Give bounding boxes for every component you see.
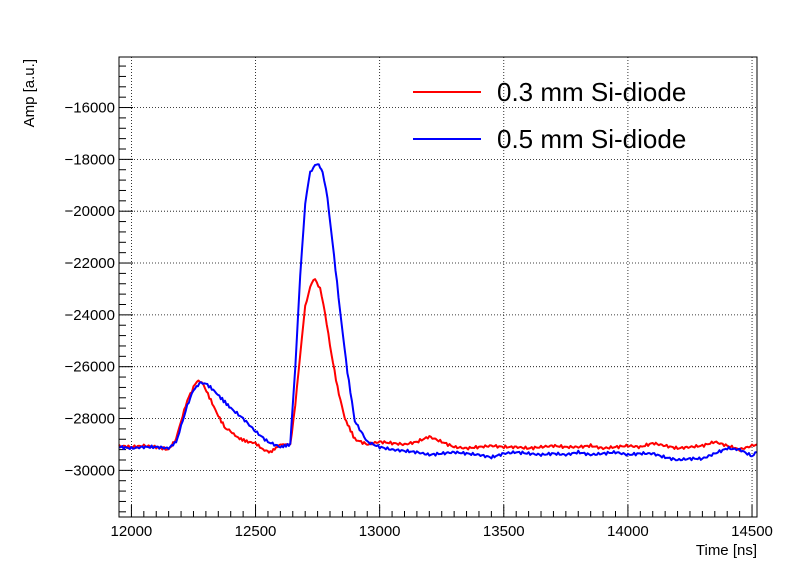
y-tick-label: −26000 [65, 359, 115, 376]
x-tick-label: 13000 [359, 523, 401, 540]
x-axis-label: Time [ns] [696, 542, 757, 559]
x-tick-label: 14000 [607, 523, 649, 540]
legend: 0.3 mm Si-diode 0.5 mm Si-diode [413, 77, 686, 154]
y-tick-label: −28000 [65, 411, 115, 428]
y-tick-label: −24000 [65, 307, 115, 324]
legend-label-0-5-mm-si-diode: 0.5 mm Si-diode [497, 124, 686, 154]
plot-frame [118, 56, 758, 518]
grid [119, 57, 757, 517]
tick-labels: 12000 12500 13000 13500 14000 14500 −30000 −280… [65, 100, 773, 540]
y-tick-label: −22000 [65, 255, 115, 272]
series-line-0-5-mm-si-diode [118, 163, 757, 462]
y-tick-label: −18000 [65, 151, 115, 168]
series-line-0-3-mm-si-diode [118, 278, 758, 454]
x-tick-label: 12500 [235, 523, 277, 540]
y-tick-label: −30000 [65, 462, 115, 479]
series-layer [118, 163, 758, 462]
y-tick-label: −16000 [65, 100, 115, 117]
legend-label-0-3-mm-si-diode: 0.3 mm Si-diode [497, 77, 686, 107]
x-tick-label: 14500 [731, 523, 773, 540]
x-tick-label: 12000 [111, 523, 153, 540]
tick-marks [118, 65, 753, 517]
x-tick-label: 13500 [483, 523, 525, 540]
y-axis-label: Amp [a.u.] [21, 59, 38, 127]
y-tick-label: −20000 [65, 203, 115, 220]
